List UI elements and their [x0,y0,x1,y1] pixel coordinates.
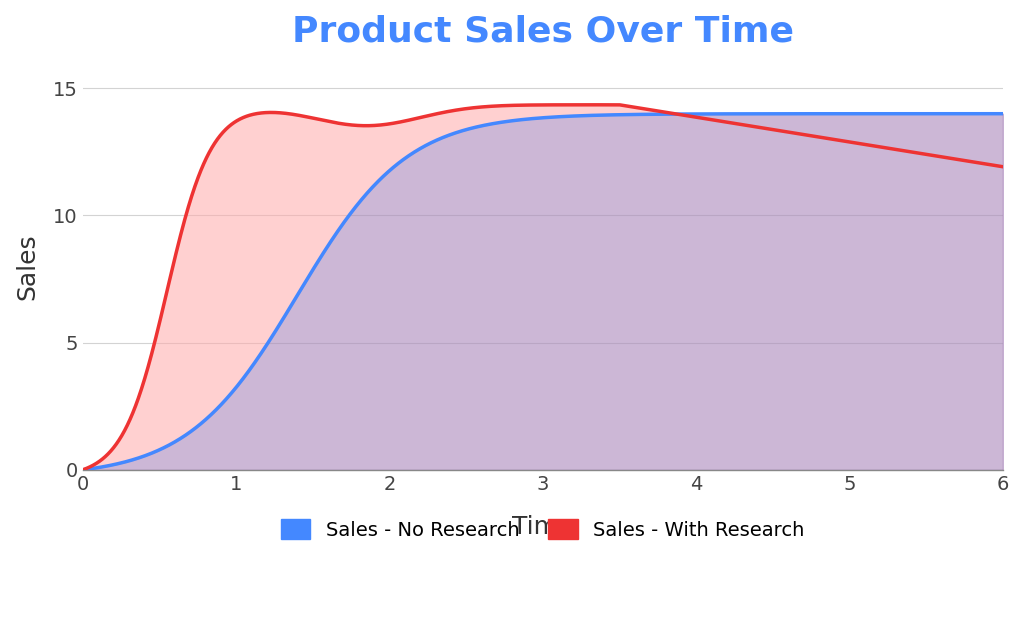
Y-axis label: Sales: Sales [15,233,39,299]
Legend: Sales - No Research, Sales - With Research: Sales - No Research, Sales - With Resear… [271,510,814,549]
X-axis label: Time: Time [512,515,573,539]
Title: Product Sales Over Time: Product Sales Over Time [292,15,794,49]
